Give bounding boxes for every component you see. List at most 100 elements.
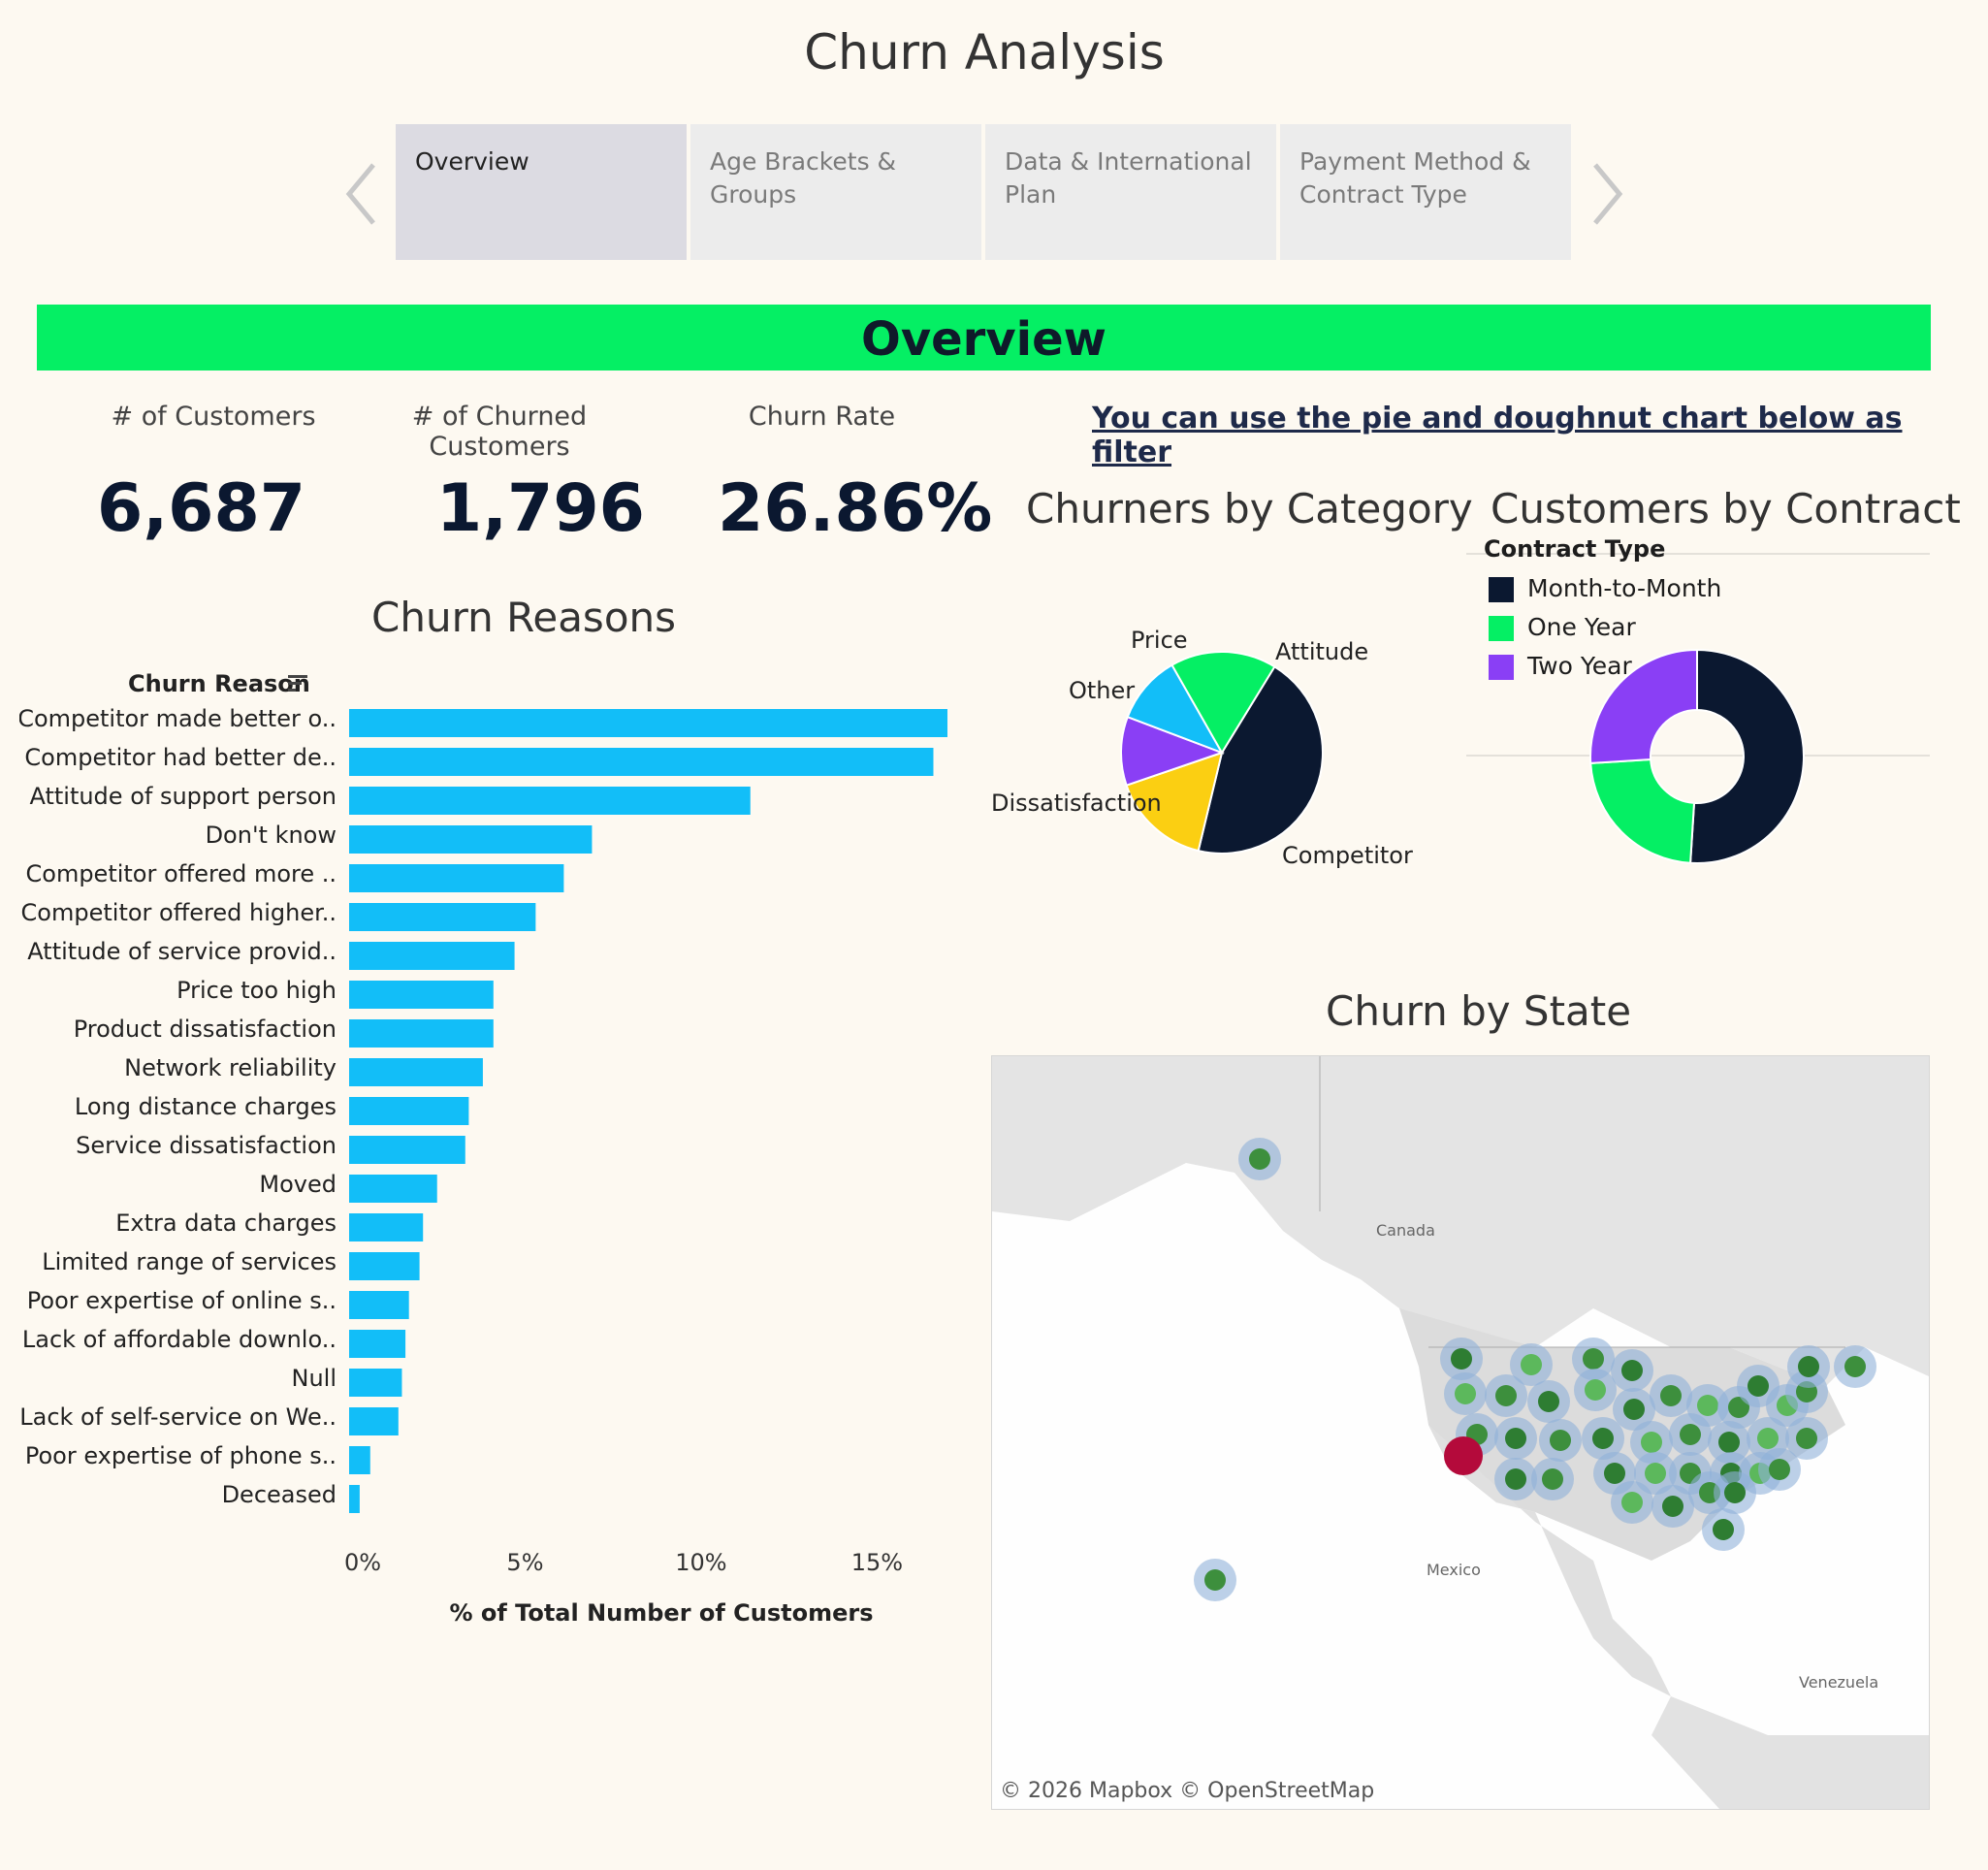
state-marker[interactable] bbox=[1844, 1356, 1866, 1377]
legend-item-month-to-month[interactable]: Month-to-Month bbox=[1489, 574, 1721, 602]
x-axis-label: % of Total Number of Customers bbox=[449, 1599, 873, 1627]
state-marker[interactable] bbox=[1550, 1430, 1571, 1451]
state-marker[interactable] bbox=[1680, 1424, 1701, 1445]
donut-slice[interactable] bbox=[1589, 648, 1698, 764]
bar-label: Don't know bbox=[206, 822, 337, 849]
legend-label: One Year bbox=[1527, 613, 1636, 641]
bar[interactable] bbox=[349, 787, 751, 815]
kpi-customers-label: # of Customers bbox=[111, 402, 316, 432]
chevron-right-icon[interactable] bbox=[1576, 150, 1634, 238]
state-marker[interactable] bbox=[1697, 1395, 1718, 1416]
state-marker[interactable] bbox=[1249, 1148, 1270, 1170]
bar[interactable] bbox=[349, 1291, 409, 1319]
pie-label: Price bbox=[1131, 627, 1188, 654]
bar[interactable] bbox=[349, 1369, 402, 1397]
state-marker[interactable] bbox=[1623, 1399, 1645, 1420]
bar[interactable] bbox=[349, 903, 536, 931]
kpi-churn-rate-label: Churn Rate bbox=[748, 402, 896, 432]
state-marker[interactable] bbox=[1592, 1428, 1614, 1449]
state-marker[interactable] bbox=[1604, 1463, 1625, 1484]
state-marker[interactable] bbox=[1713, 1519, 1734, 1540]
tab-payment-contract[interactable]: Payment Method & Contract Type bbox=[1280, 124, 1571, 260]
bar[interactable] bbox=[349, 1485, 360, 1513]
bar[interactable] bbox=[349, 981, 494, 1009]
bar-label: Service dissatisfaction bbox=[76, 1132, 337, 1159]
pie-slice[interactable] bbox=[1120, 715, 1225, 787]
state-marker[interactable] bbox=[1718, 1432, 1740, 1453]
bar[interactable] bbox=[349, 748, 934, 776]
bar-label: Competitor offered higher.. bbox=[21, 899, 337, 926]
state-marker[interactable] bbox=[1660, 1385, 1682, 1406]
churners-pie-chart[interactable]: Competitor Dissatisfaction Other Price Attit… bbox=[979, 601, 1435, 892]
state-marker[interactable] bbox=[1748, 1375, 1769, 1397]
bar-label: Lack of self-service on We.. bbox=[19, 1403, 337, 1431]
state-marker[interactable] bbox=[1583, 1348, 1604, 1370]
state-marker[interactable] bbox=[1495, 1385, 1517, 1406]
x-tick-label: 5% bbox=[506, 1549, 543, 1576]
x-tick-label: 0% bbox=[344, 1549, 381, 1576]
bar-label: Competitor had better de.. bbox=[24, 744, 337, 771]
bar[interactable] bbox=[349, 1446, 370, 1474]
state-marker[interactable] bbox=[1769, 1459, 1790, 1480]
state-marker[interactable] bbox=[1542, 1468, 1563, 1490]
state-marker[interactable] bbox=[1724, 1482, 1746, 1503]
bar[interactable] bbox=[349, 1097, 469, 1125]
bar[interactable] bbox=[349, 864, 564, 892]
churn-reasons-chart[interactable]: Churn Reason Competitor made better o.. Co… bbox=[19, 582, 989, 1629]
kpi-churned-label: # of Churned Customers bbox=[411, 402, 588, 462]
donut-slice[interactable] bbox=[1589, 758, 1696, 864]
donut-slice[interactable] bbox=[1689, 648, 1805, 864]
bar[interactable] bbox=[349, 1213, 424, 1241]
bar[interactable] bbox=[349, 1058, 483, 1086]
pie-label: Competitor bbox=[1282, 842, 1413, 869]
bar[interactable] bbox=[349, 1252, 420, 1280]
filter-note: You can use the pie and doughnut chart b… bbox=[1092, 402, 1903, 469]
state-marker[interactable] bbox=[1521, 1354, 1542, 1375]
churn-reasons-title: Churn Reasons bbox=[371, 594, 677, 641]
bar[interactable] bbox=[349, 709, 947, 737]
chevron-left-icon[interactable] bbox=[335, 150, 393, 238]
bar[interactable] bbox=[349, 1019, 494, 1048]
tab-data-international[interactable]: Data & International Plan bbox=[985, 124, 1276, 260]
bar-label: Competitor made better o.. bbox=[19, 705, 337, 732]
state-marker[interactable] bbox=[1455, 1383, 1476, 1404]
bar[interactable] bbox=[349, 1175, 437, 1203]
legend-item-one-year[interactable]: One Year bbox=[1489, 613, 1636, 641]
bar[interactable] bbox=[349, 1407, 399, 1435]
state-marker[interactable] bbox=[1641, 1432, 1662, 1453]
kpi-customers-value: 6,687 bbox=[97, 470, 306, 547]
state-marker[interactable] bbox=[1538, 1391, 1559, 1412]
state-marker[interactable] bbox=[1451, 1348, 1472, 1370]
state-marker[interactable] bbox=[1505, 1428, 1526, 1449]
map-label-mexico: Mexico bbox=[1427, 1561, 1481, 1579]
state-marker[interactable] bbox=[1757, 1428, 1779, 1449]
bar[interactable] bbox=[349, 825, 593, 854]
state-marker[interactable] bbox=[1798, 1356, 1819, 1377]
pie-slice[interactable] bbox=[1170, 651, 1276, 755]
state-marker[interactable] bbox=[1204, 1569, 1226, 1591]
state-marker[interactable] bbox=[1585, 1379, 1606, 1401]
bar[interactable] bbox=[349, 942, 515, 970]
state-marker[interactable] bbox=[1621, 1360, 1643, 1381]
kpi-churn-rate-value: 26.86% bbox=[718, 470, 993, 547]
legend-item-two-year[interactable]: Two Year bbox=[1489, 652, 1632, 680]
state-marker-high[interactable] bbox=[1444, 1436, 1483, 1475]
bar[interactable] bbox=[349, 1330, 406, 1358]
sort-icon[interactable] bbox=[288, 675, 307, 692]
churners-by-category-title: Churners by Category bbox=[1026, 485, 1473, 532]
pie-slice[interactable] bbox=[1197, 664, 1324, 854]
state-marker[interactable] bbox=[1662, 1496, 1683, 1517]
tab-age-brackets[interactable]: Age Brackets & Groups bbox=[690, 124, 981, 260]
legend-title: Contract Type bbox=[1484, 535, 1666, 563]
tab-overview[interactable]: Overview bbox=[396, 124, 687, 260]
state-marker[interactable] bbox=[1505, 1468, 1526, 1490]
bar-label: Poor expertise of online s.. bbox=[27, 1287, 337, 1314]
category-axis-label: Churn Reason bbox=[128, 670, 310, 697]
bar[interactable] bbox=[349, 1136, 465, 1164]
pie-slice[interactable] bbox=[1126, 663, 1225, 755]
contract-donut-chart[interactable] bbox=[1581, 640, 1813, 873]
state-marker[interactable] bbox=[1645, 1463, 1666, 1484]
churn-map[interactable]: Canada Mexico Venezuela © 2026 Mapbox © … bbox=[991, 1055, 1930, 1810]
state-marker[interactable] bbox=[1796, 1428, 1817, 1449]
state-marker[interactable] bbox=[1621, 1492, 1643, 1513]
